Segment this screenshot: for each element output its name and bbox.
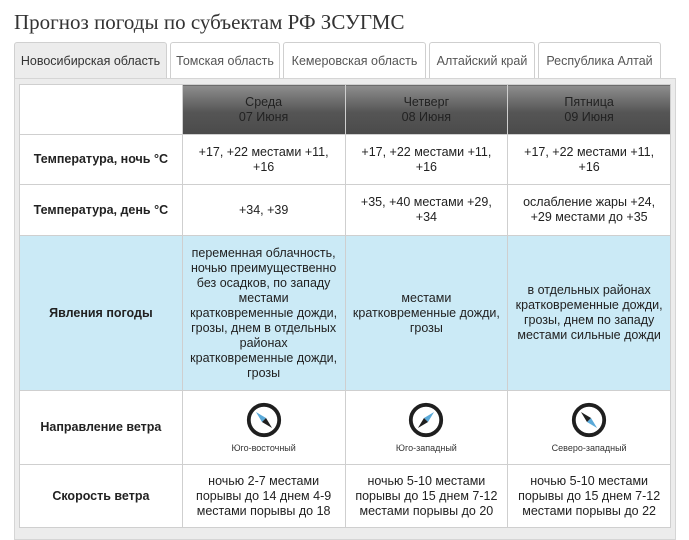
day-weekday: Пятница xyxy=(564,94,614,109)
day-date: 07 Июня xyxy=(238,109,289,124)
cell-night-temp: +17, +22 местами +11, +16 xyxy=(507,134,671,185)
table-row-day-temp: Температура, день °С +34, +39 +35, +40 м… xyxy=(19,184,671,236)
cell-day-temp: ослабление жары +24, +29 местами до +35 xyxy=(507,184,671,236)
tab-tomsk[interactable]: Томская область xyxy=(170,42,280,79)
cell-phenomena: переменная облачность, ночью преимуществ… xyxy=(181,235,346,391)
compass-icon xyxy=(572,402,607,438)
compass-icon xyxy=(409,402,444,438)
cell-phenomena: местами кратковременные дожди, грозы xyxy=(344,235,509,391)
day-header-fri: Пятница 09 Июня xyxy=(507,84,671,135)
cell-phenomena: в отдельных районах кратковременные дожд… xyxy=(507,235,671,391)
row-label-day-temp: Температура, день °С xyxy=(19,184,183,236)
cell-wind-speed: ночью 5-10 местами порывы до 15 днем 7-1… xyxy=(507,464,671,528)
cell-wind-direction: Юго-западный xyxy=(344,390,509,465)
cell-day-temp: +35, +40 местами +29, +34 xyxy=(344,184,509,236)
cell-day-temp: +34, +39 xyxy=(181,184,346,236)
day-header-thu: Четверг 08 Июня xyxy=(344,84,509,135)
region-tabs: Новосибирская область Томская область Ке… xyxy=(14,42,664,79)
tab-novosibirsk[interactable]: Новосибирская область xyxy=(14,42,167,79)
row-label-phenomena: Явления погоды xyxy=(19,235,183,391)
wind-direction-name: Юго-западный xyxy=(395,443,457,453)
cell-night-temp: +17, +22 местами +11, +16 xyxy=(181,134,346,185)
table-row-wind-direction: Направление ветра Юго-восточный xyxy=(19,390,671,465)
compass-icon xyxy=(246,402,281,438)
table-row-night-temp: Температура, ночь °С +17, +22 местами +1… xyxy=(19,134,671,185)
day-weekday: Среда xyxy=(245,94,283,109)
wind-direction-name: Северо-западный xyxy=(551,443,627,453)
tab-kemerovo[interactable]: Кемеровская область xyxy=(283,42,426,79)
forecast-table: Среда 07 Июня Четверг 08 Июня Пятница 09… xyxy=(19,84,671,528)
table-row-phenomena: Явления погоды переменная облачность, но… xyxy=(19,235,671,391)
table-corner-cell xyxy=(19,84,183,135)
cell-wind-direction: Юго-восточный xyxy=(181,390,346,465)
tab-altai-krai[interactable]: Алтайский край xyxy=(429,42,535,79)
row-label-wind-speed: Скорость ветра xyxy=(19,464,183,528)
table-row-wind-speed: Скорость ветра ночью 2-7 местами порывы … xyxy=(19,464,671,528)
cell-wind-direction: Северо-западный xyxy=(507,390,671,465)
day-date: 08 Июня xyxy=(401,109,452,124)
row-label-wind-direction: Направление ветра xyxy=(19,390,183,465)
tab-altai-republic[interactable]: Республика Алтай xyxy=(538,42,661,79)
row-label-night-temp: Температура, ночь °С xyxy=(19,134,183,185)
cell-night-temp: +17, +22 местами +11, +16 xyxy=(344,134,509,185)
table-header-row: Среда 07 Июня Четверг 08 Июня Пятница 09… xyxy=(19,84,671,135)
page-title: Прогноз погоды по субъектам РФ ЗСУГМС xyxy=(14,10,405,34)
tab-panel: Среда 07 Июня Четверг 08 Июня Пятница 09… xyxy=(14,78,676,540)
wind-direction-name: Юго-восточный xyxy=(231,443,296,453)
day-weekday: Четверг xyxy=(403,94,450,109)
day-header-wed: Среда 07 Июня xyxy=(181,84,346,135)
day-date: 09 Июня xyxy=(564,109,614,124)
cell-wind-speed: ночью 2-7 местами порывы до 14 днем 4-9 … xyxy=(181,464,346,528)
cell-wind-speed: ночью 5-10 местами порывы до 15 днем 7-1… xyxy=(344,464,509,528)
